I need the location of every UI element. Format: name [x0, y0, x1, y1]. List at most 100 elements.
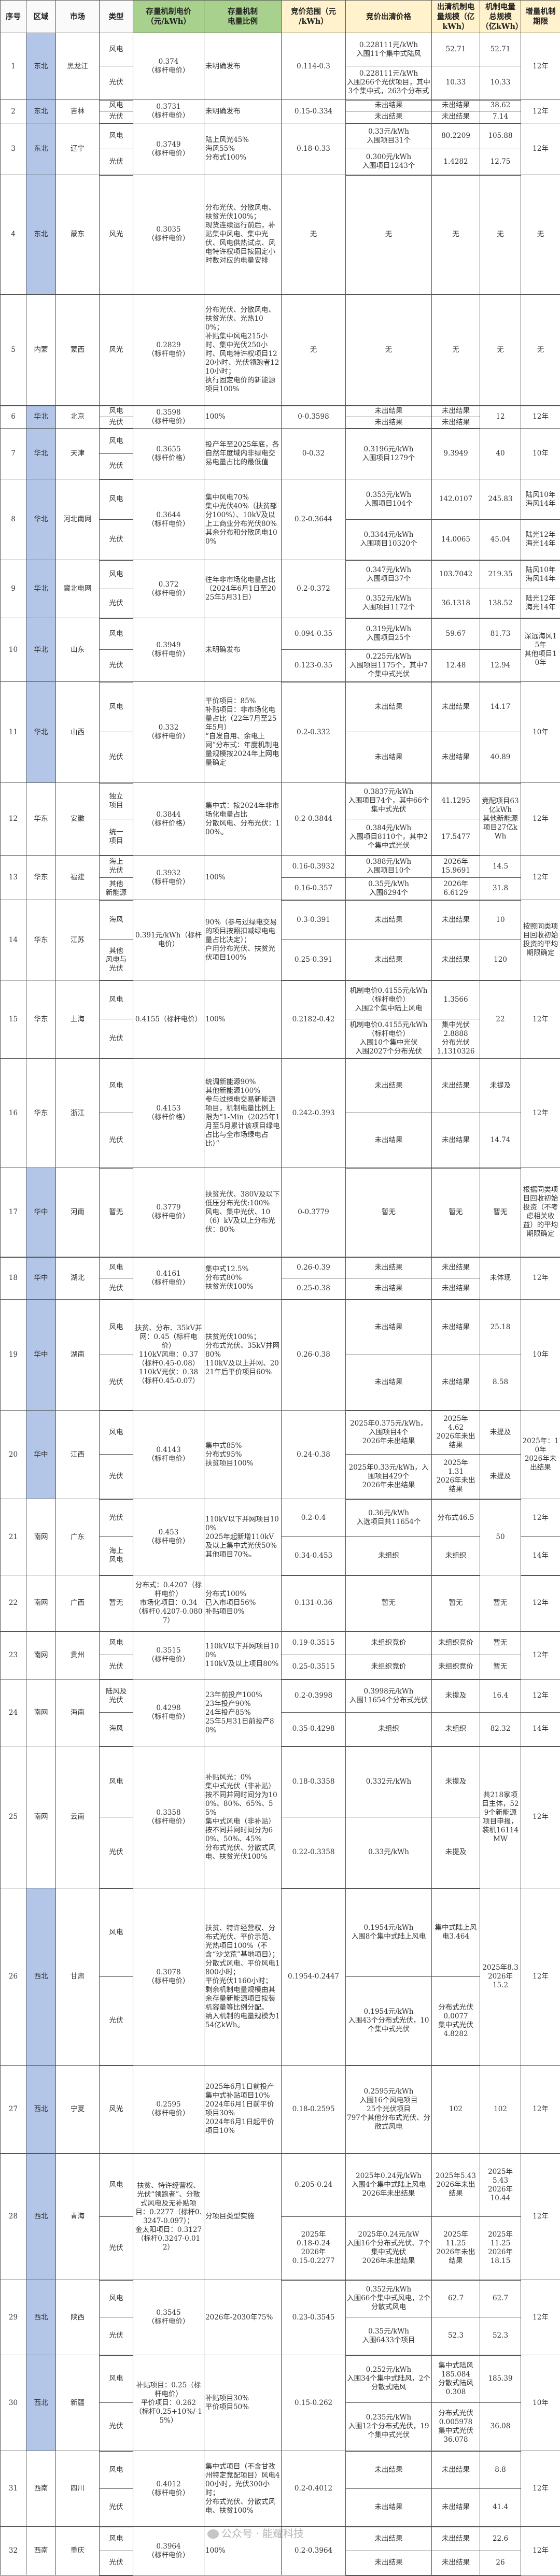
total-volume-cell: 14.17 [480, 681, 521, 732]
clearing-price-cell: 0.3196元/kWh 入围项目1279个 [345, 428, 432, 479]
total-volume-cell: 14.5 [480, 855, 521, 878]
clearing-price-cell: 0.300元/kWh 入围项目1243个 [345, 149, 432, 176]
stock-price-cell: 0.332 （标杆电价） [133, 681, 204, 783]
table-row: 光伏 0.25-0.3515 未组织竞价 未组织竞价 暂无 [1, 1655, 560, 1680]
type-cell: 风光 [99, 175, 133, 295]
bid-range-cell: 0.1954-0.2447 [281, 1888, 346, 2066]
cleared-volume-cell: 分布式46.5 [431, 1499, 480, 1537]
row-number: 24 [0, 1679, 26, 1746]
bid-range-cell: 0.23-0.3545 [281, 2280, 346, 2355]
bid-range-cell: 0.242-0.393 [281, 1058, 346, 1168]
region-cell: 东北 [26, 175, 56, 295]
total-volume-cell: 8.58 [480, 1355, 521, 1411]
row-number: 3 [0, 123, 26, 175]
stock-price-cell: 0.3545 （标杆电价） [133, 2280, 204, 2355]
clearing-price-cell: 0.1954元/kWh 入围43个分布式光伏，10个集中式光伏 [345, 1976, 432, 2066]
cleared-volume-cell: 未提及 [431, 1817, 480, 1889]
stock-price-cell: 0.3949 （标杆电价） [133, 618, 204, 682]
region-cell: 华中 [26, 1299, 56, 1411]
type-cell: 风电 [99, 405, 133, 417]
type-cell: 风电 [99, 1299, 133, 1355]
bid-range-cell: 0.3-0.391 [281, 900, 346, 940]
stock-price-cell: 0.4298 （标杆电价） [133, 1679, 204, 1746]
clearing-price-cell: 未组织 [345, 1536, 432, 1576]
table-row: 其他 新能源 0.16-0.357 0.35元/kWh 入围6294个 2026年 6… [1, 877, 560, 901]
market-cell: 新疆 [55, 2355, 100, 2451]
type-cell: 风电 [99, 2153, 133, 2217]
stock-price-cell: 0.374 （标杆电价） [133, 33, 204, 100]
stock-price-cell: 扶贫、特许经营权、光伏“领跑者”、分散式风电及无补贴项目：0.2277（标杆0.… [133, 2153, 204, 2280]
clearing-price-cell: 0.35元/kWh 入围6433个项目 [345, 2317, 432, 2356]
total-volume-cell: 62.7 [480, 2280, 521, 2317]
bid-range-cell: 0.35-0.4298 [281, 1712, 346, 1747]
market-cell: 广西 [55, 1575, 100, 1632]
type-cell: 风电 [99, 2355, 133, 2403]
stock-price-cell: 0.3598 （标杆电价） [133, 405, 204, 429]
table-header: 序号 区域 市场 类型 存量机制电价 （元/kWh） 存量机制 电量比例 竞价范围（元 /k… [0, 0, 560, 33]
bid-range-cell: 0.15-0.262 [281, 2355, 346, 2451]
total-volume-cell: 52.71 [480, 33, 521, 66]
clearing-price-cell: 0.384元/kWh 入围项目8110个，其中2个集中式光伏 [345, 819, 432, 856]
market-cell: 天津 [55, 428, 100, 479]
total-volume-cell: 暂无 [480, 1631, 521, 1655]
stock-price-cell: 0.4153 （标杆价格） [133, 1058, 204, 1168]
stock-ratio-cell: 扶贫、特许经营权、分布式光伏、平价示范、光热项目100%（不含“沙戈荒”基地项目… [204, 1888, 282, 2066]
bid-range-cell: 0.25-0.391 [281, 940, 346, 981]
cleared-volume-cell: 暂无 [431, 1575, 480, 1632]
stock-ratio-cell: 2026年-2030年75% [204, 2280, 282, 2355]
clearing-price-cell: 未出结果 [345, 1355, 432, 1411]
table-row: 光伏 0.235元/kWh 入围12个分布式光伏，19个集中式光伏 分布式光伏 0.… [1, 2402, 560, 2452]
type-cell: 陆风及 光伏 [99, 1679, 133, 1713]
table-row: 24 南网 海南 陆风及 光伏 0.4298 （标杆电价） 23年前投产100% 23年投… [0, 1679, 560, 1746]
total-volume-cell: 12.75 [480, 149, 521, 176]
clearing-price-cell: 未出结果 [345, 900, 432, 940]
type-cell: 其他 风电与 光伏 [99, 940, 133, 981]
stock-price-cell: 0.3731 （标杆电价） [133, 99, 204, 123]
row-number: 11 [0, 681, 26, 783]
market-cell: 蒙东 [55, 175, 100, 295]
table-row: 光伏 0.300元/kWh 入围项目1243个 1.4282 12.75 [1, 149, 560, 176]
clearing-price-cell: 机制电价0.4155元/kWh（标杆电价） 入围2个集中陆上风电 [345, 980, 432, 1019]
table-row: 光伏 0.35元/kWh 入围6433个项目 52.3 52.3 [1, 2317, 560, 2356]
cleared-volume-cell: 未组织 [431, 1536, 480, 1576]
period-cell: 陆风10年 海风14年 [521, 560, 560, 589]
bid-range-cell: 0.2182-0.42 [281, 980, 346, 1059]
table-row: 5 内蒙 蒙西 风光 0.2829 （标杆电价） 分布光伏、分散风电、扶贫光伏、光热100… [0, 294, 560, 406]
market-cell: 湖南 [55, 1299, 100, 1411]
table-row: 光伏 0.123-0.35 0.225元/kWh 入围项目1175个，其中7个集中式… [1, 649, 560, 682]
stock-price-cell: 0.3515 （标杆电价） [133, 1631, 204, 1680]
table-row: 2 东北 吉林 风电 0.3731 （标杆电价） 未明确发布 0.15-0.334 未出结果未… [0, 99, 560, 123]
clearing-price-cell: 未出结果 [345, 2451, 432, 2489]
cleared-volume-cell: 分布式光伏 0.005978 集中式光伏 36.078 [431, 2402, 480, 2452]
market-cell: 蒙西 [55, 294, 100, 406]
period-cell: 10年 [521, 2355, 560, 2451]
table-row: 光伏 0.25-0.38 未出结果 未出结果 [1, 1278, 560, 1300]
cleared-volume-cell: 未出结果 [431, 1257, 480, 1278]
total-volume-cell: 12.94 [480, 649, 521, 682]
period-cell: 12年 [521, 33, 560, 100]
table-row: 光伏 未出结果 未出结果 41.4 [1, 2488, 560, 2527]
row-number: 5 [0, 294, 26, 406]
bid-range-cell: 0-0.3779 [281, 1168, 346, 1258]
cleared-volume-cell: 未组织竞价 [431, 1655, 480, 1680]
stock-ratio-cell: 平价项目：85% 补贴项目：非市场化电量占比（22年7月至25年5月） “自发自… [204, 681, 282, 783]
header-col-stock-price: 存量机制电价 （元/kWh） [133, 0, 204, 33]
bid-range-cell: 2025年 0.18-0.24 2026年 0.15-0.2277 [281, 2216, 346, 2281]
period-cell: 12年 [521, 782, 560, 856]
header-col-no: 序号 [0, 0, 26, 33]
bid-range-cell: 无 [281, 294, 346, 406]
table-row: 光伏 2025年0.33元/kWh，入围项目429个 2026年未出结果 2025年… [1, 1454, 560, 1500]
region-cell: 华北 [26, 618, 56, 682]
period-cell: 12年 [521, 2065, 560, 2154]
table-row: 光伏 机制电价0.4155元/kWh（标杆电价） 入围10个集中光伏 入围2027… [1, 1019, 560, 1059]
type-cell: 光伏 [99, 111, 133, 124]
total-volume-cell: 52.3 [480, 2317, 521, 2356]
market-cell: 江苏 [55, 900, 100, 980]
total-volume-cell: 14.74 [480, 1113, 521, 1169]
period-cell: 12年 [521, 1746, 560, 1888]
cleared-volume-cell: 9.3949 [431, 428, 480, 479]
stock-price-cell: 0.4155（标杆电价） [133, 980, 204, 1059]
stock-ratio-cell: 2025年6月1日前投产集中式补贴项目10% 2024年6月1日前平价项目30%… [204, 2065, 282, 2154]
stock-price-cell: 0.3964 （标杆电价） [133, 2526, 204, 2575]
bid-range-cell: 0.18-0.2595 [281, 2065, 346, 2154]
